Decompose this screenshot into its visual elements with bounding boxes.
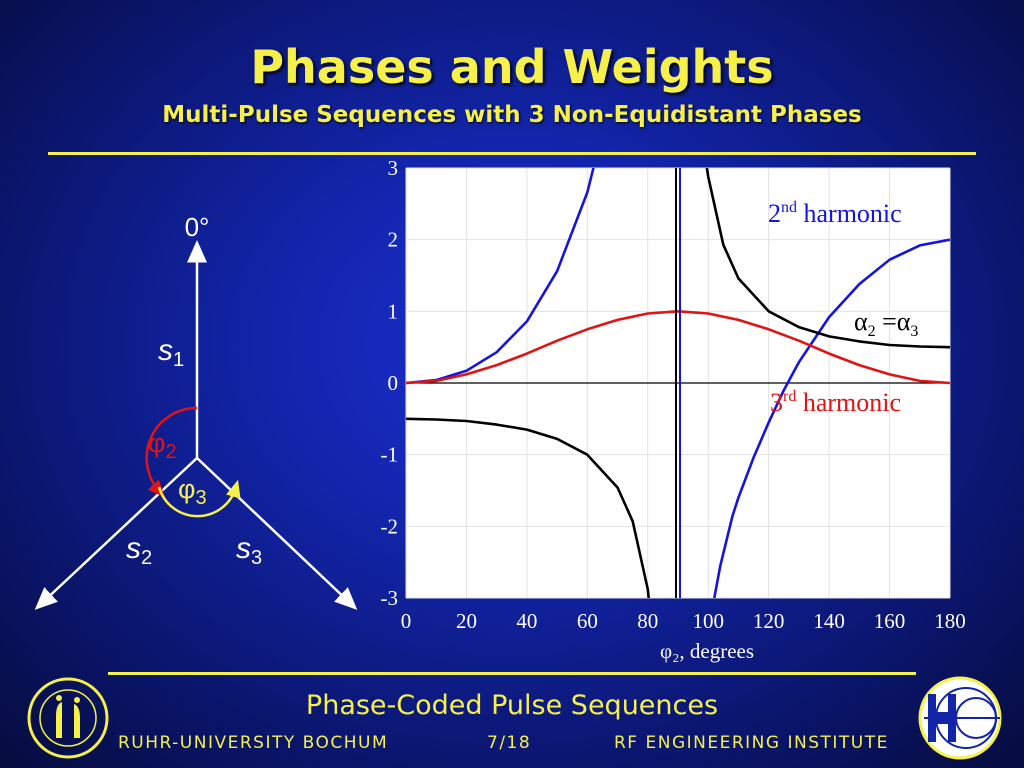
series-line [406,168,595,385]
slide-subtitle: Multi-Pulse Sequences with 3 Non-Equidis… [162,102,862,128]
series-line [705,168,950,349]
s2-vector [34,457,198,610]
x-tick-labels: 0 20 40 60 80 100 120 140 160 180 [401,609,966,633]
x-tick-label: 100 [692,609,724,633]
phi2-arc [145,406,198,498]
footer-title: Phase-Coded Pulse Sequences [305,690,719,721]
series-layer [406,168,950,598]
third-harmonic-label: 3rd harmonic [770,388,901,417]
x-tick-label: 20 [456,609,477,633]
y-tick-label: 2 [388,228,399,252]
asymptote [675,168,681,598]
series-line [406,310,950,385]
x-tick-label: 80 [637,609,658,633]
phi3-label: φ3 [178,474,207,509]
x-axis-label: φ₂, degrees [660,639,754,663]
top-divider [48,152,976,155]
s3-label: s3 [236,532,262,569]
y-tick-label: 0 [388,371,399,395]
phasor-diagram: 0° s1 s2 s3 φ2 φ3 [34,212,358,610]
x-tick-label: 40 [516,609,537,633]
y-tick-label: 1 [388,299,399,323]
phi2-label: φ2 [148,428,177,463]
alpha-equality-label: α2 =α3 [854,307,918,340]
y-tick-label: -2 [381,514,399,538]
university-seal-logo [27,677,109,759]
s1-label: s1 [158,334,184,371]
y-tick-label: -3 [381,586,399,610]
footer-university: RUHR-UNIVERSITY BOCHUM [118,733,389,753]
s3-vector [196,457,358,610]
x-tick-label: 60 [577,609,598,633]
second-harmonic-label: 2nd harmonic [768,199,902,228]
footer-institute: RF ENGINEERING INSTITUTE [614,733,889,753]
s2-label: s2 [126,532,152,569]
plot: 3 2 1 0 -1 -2 -3 0 20 40 60 80 100 120 140 160 180 φ₂, … [381,156,966,663]
x-tick-label: 120 [753,609,785,633]
institute-logo [918,676,1002,760]
y-tick-label: -1 [381,443,399,467]
x-tick-label: 160 [874,609,906,633]
x-tick-label: 180 [934,609,966,633]
y-tick-label: 3 [388,156,399,180]
bottom-divider [108,672,916,675]
zero-degree-label: 0° [185,212,210,242]
page-number: 7/18 [487,733,532,753]
series-line [406,417,650,598]
phi3-arc [157,479,241,518]
slide-title: Phases and Weights [250,40,774,94]
y-tick-labels: 3 2 1 0 -1 -2 -3 [381,156,399,610]
x-tick-label: 140 [813,609,845,633]
x-tick-label: 0 [401,609,412,633]
series-line [712,238,950,598]
